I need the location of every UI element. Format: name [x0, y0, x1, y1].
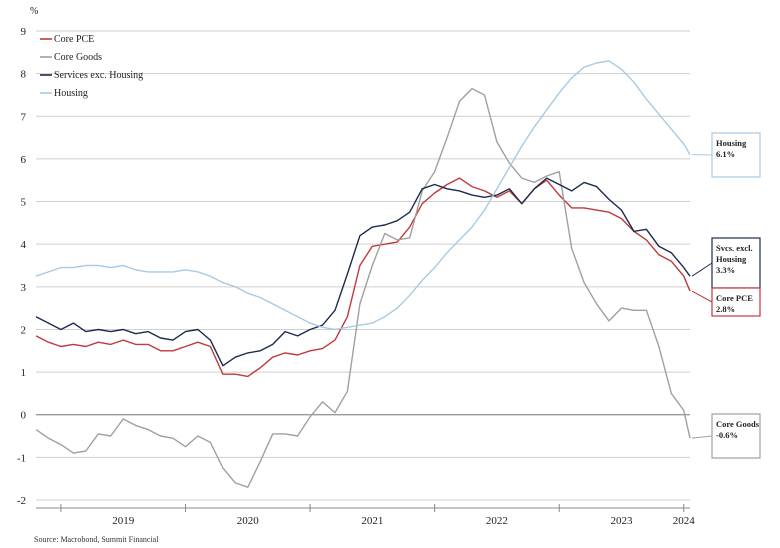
- callout: Core Goods-0.6%: [691, 413, 761, 459]
- legend-label: Core Goods: [54, 52, 102, 63]
- y-tick-label: -1: [17, 452, 26, 464]
- series-line-core-goods: [35, 87, 691, 488]
- series-line-core-pce: [35, 177, 691, 378]
- x-tick-label: 2019: [112, 515, 135, 527]
- y-tick-label: 1: [21, 367, 27, 379]
- callout-label: Core PCE: [716, 293, 753, 303]
- callout-label: 2.8%: [716, 304, 735, 314]
- callout-label: 3.3%: [716, 265, 735, 275]
- y-tick-label: 3: [21, 282, 27, 294]
- legend: Core PCE Core Goods Services exc. Housing H…: [40, 34, 143, 99]
- source-note: Source: Macrobond, Summit Financial: [34, 535, 159, 544]
- callout-leader: [691, 435, 713, 439]
- y-tick-label: 9: [21, 26, 27, 38]
- legend-label: Housing: [54, 88, 88, 99]
- series-line-housing: [35, 60, 691, 331]
- callout-box: [711, 413, 761, 459]
- callout-label: 6.1%: [716, 149, 735, 159]
- x-tick-label: 2023: [610, 515, 633, 527]
- x-tick-label: 2021: [361, 515, 383, 527]
- legend-label: Core PCE: [54, 34, 94, 45]
- series-lines: [35, 60, 691, 488]
- series-line-services-exc-housing: [35, 177, 691, 367]
- x-axis: 2019 2020 2021 2022 2023 2024: [36, 504, 695, 527]
- y-tick-label: 6: [21, 154, 27, 166]
- y-tick-label: 8: [21, 69, 27, 81]
- y-tick-label: 7: [21, 111, 27, 123]
- y-tick-label: 2: [21, 324, 27, 336]
- legend-label: Services exc. Housing: [54, 70, 143, 81]
- callout-label: -0.6%: [716, 430, 738, 440]
- x-tick-label: 2024: [673, 515, 696, 527]
- y-tick-label: -2: [17, 495, 26, 507]
- x-tick-label: 2022: [486, 515, 508, 527]
- callout-leader: [691, 290, 713, 303]
- y-axis-unit-label: %: [30, 6, 38, 17]
- x-tick-label: 2020: [237, 515, 260, 527]
- y-tick-label: 5: [21, 197, 27, 209]
- callout-label: Housing: [716, 254, 747, 264]
- callout-leader: [691, 262, 713, 277]
- y-tick-label: 4: [21, 239, 27, 251]
- gridlines: [36, 30, 690, 501]
- callout-label: Core Goods: [716, 419, 760, 429]
- y-axis: %9 8 7 6 5 4 3 2 1 0 -1 -2: [17, 6, 39, 507]
- y-tick-label: 0: [21, 410, 27, 422]
- callout-label: Housing: [716, 138, 747, 148]
- callout-label: Svcs. excl.: [716, 243, 753, 253]
